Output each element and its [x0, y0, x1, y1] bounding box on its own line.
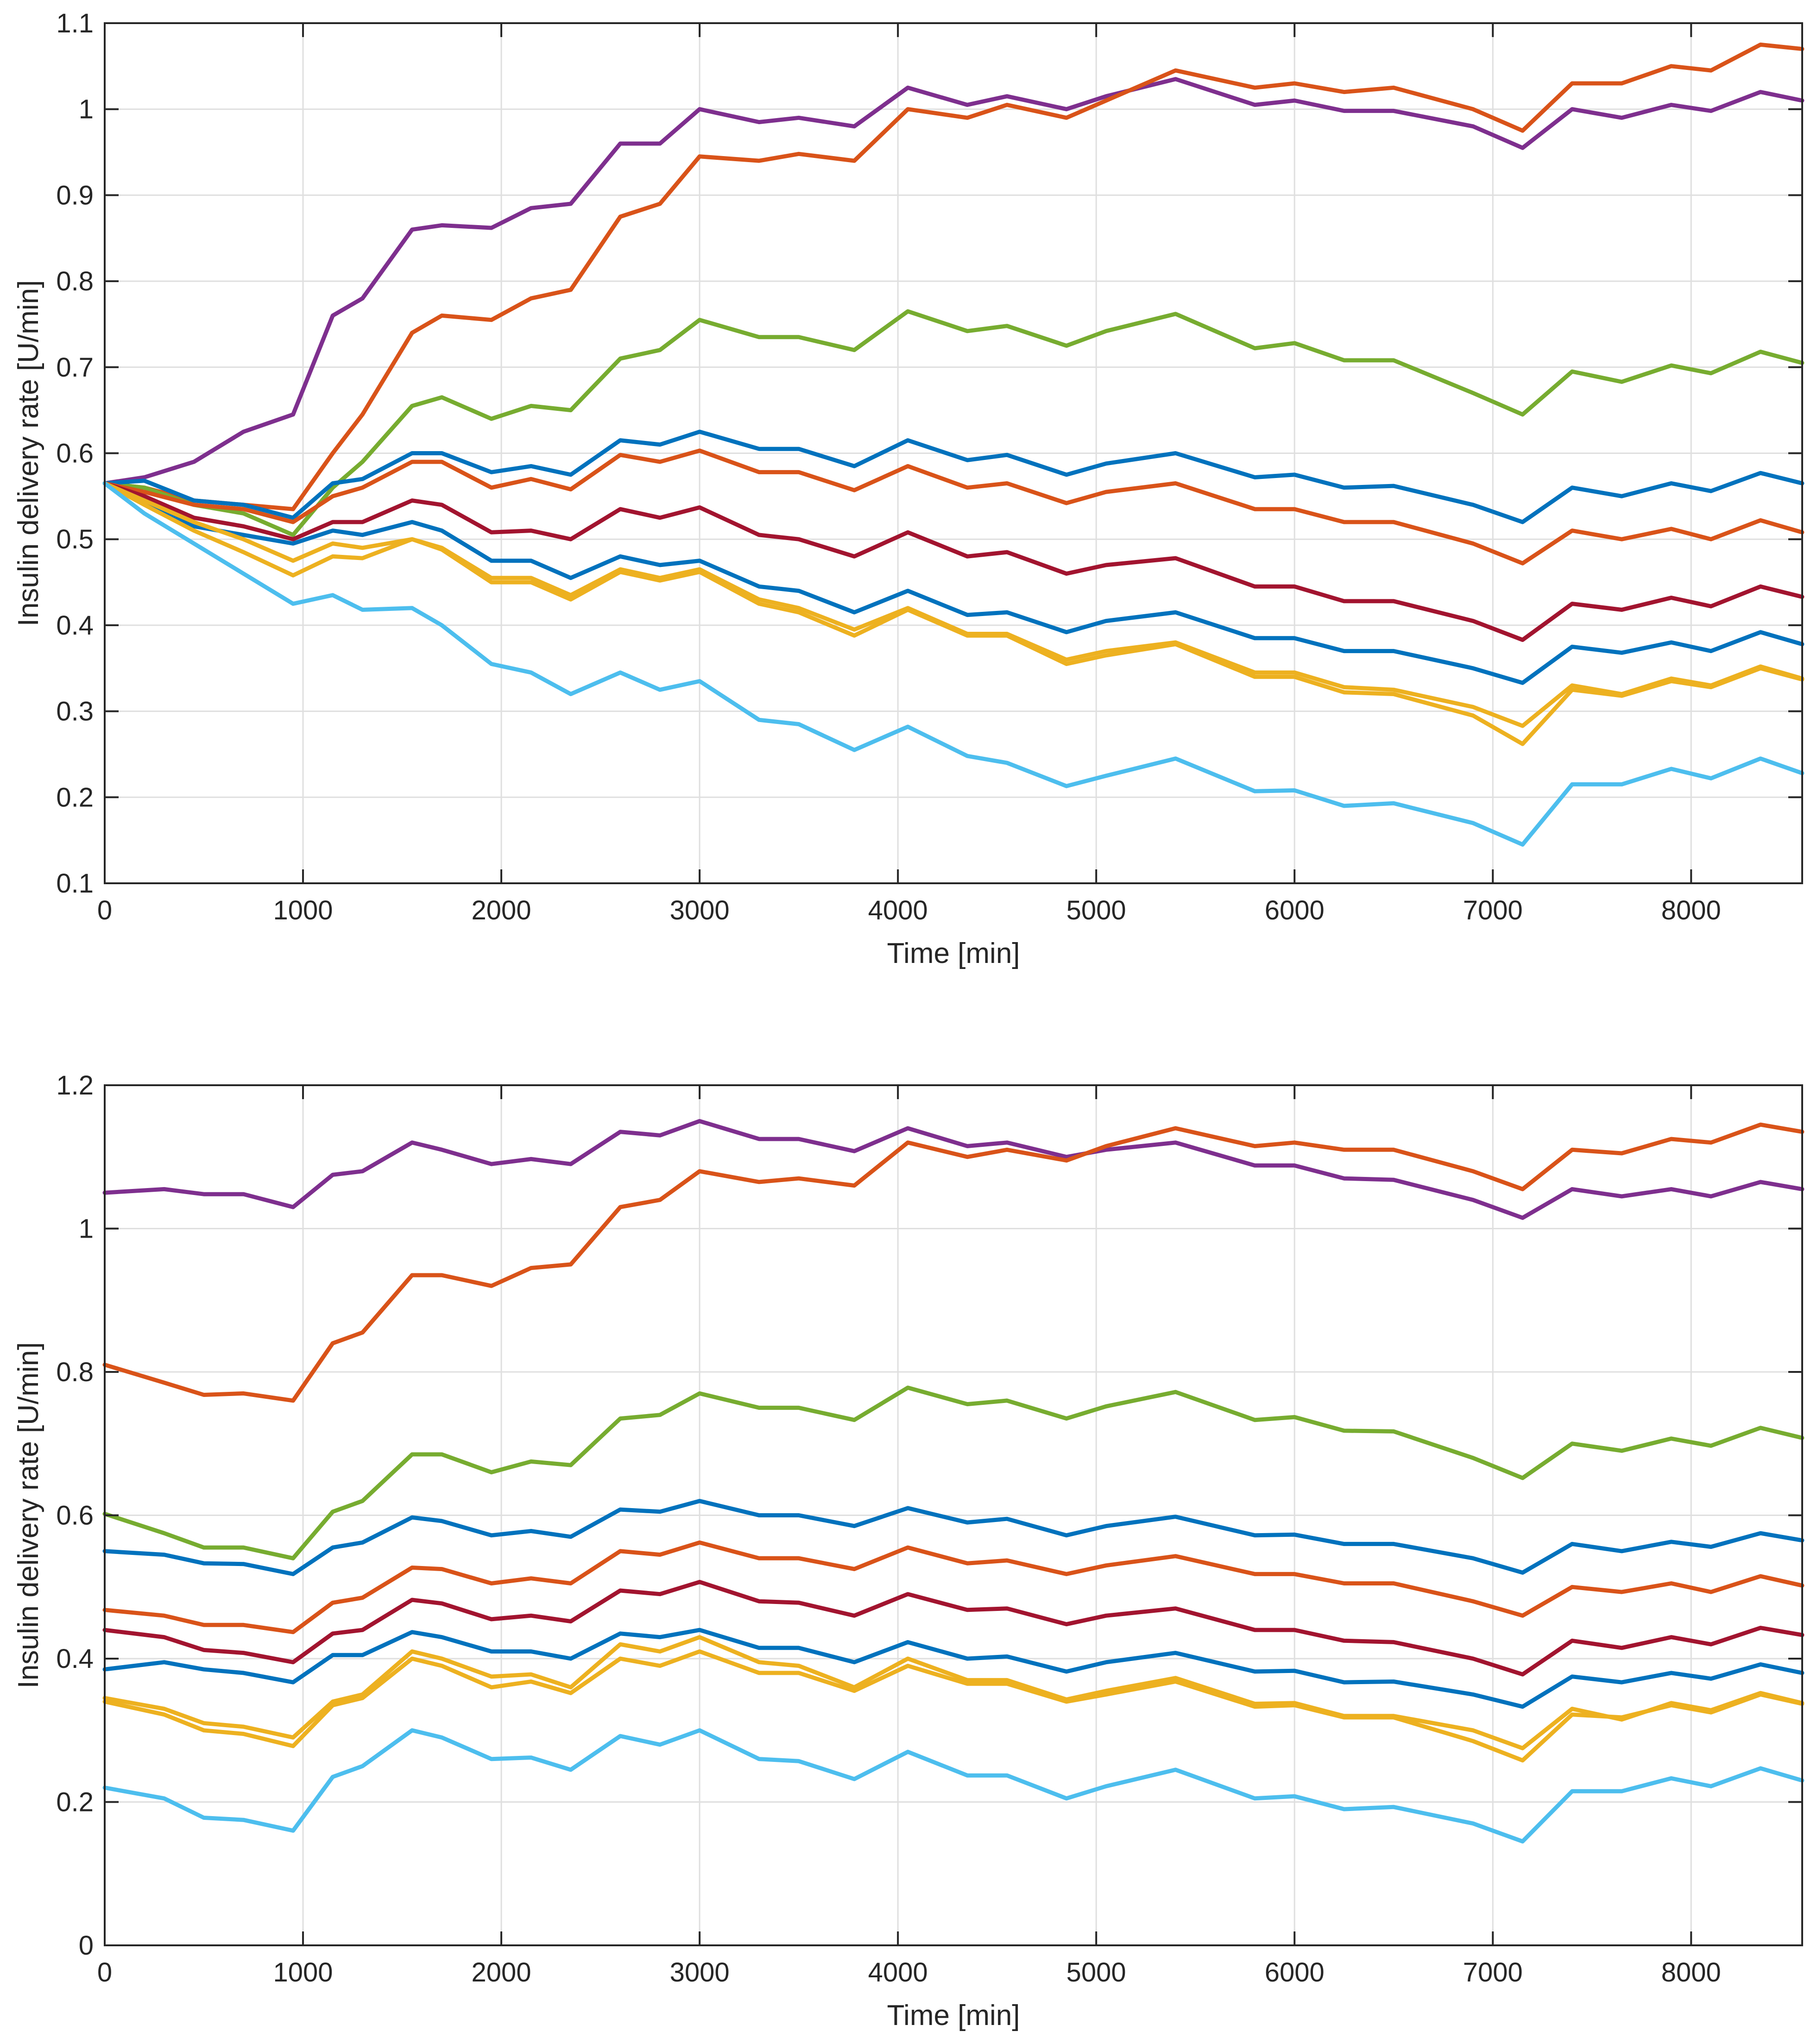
y-tick-label: 0.1 — [56, 868, 94, 899]
x-tick-label: 4000 — [868, 895, 928, 925]
y-tick-label: 1 — [79, 94, 94, 125]
x-tick-label: 0 — [97, 895, 112, 925]
y-tick-label: 0.6 — [56, 439, 94, 469]
series-line-green — [102, 309, 1804, 537]
series-line-green — [102, 1385, 1804, 1560]
series-line-blue — [102, 481, 1804, 685]
x-tick-label: 3000 — [670, 895, 730, 925]
y-tick-label: 0.9 — [56, 180, 94, 210]
x-tick-label: 3000 — [670, 1957, 730, 1987]
y-axis-label: Insulin delivery rate [U/min] — [13, 1342, 44, 1689]
x-tick-label: 2000 — [472, 1957, 531, 1987]
x-tick-label: 1000 — [273, 895, 333, 925]
series-line-yellow — [102, 1635, 1804, 1750]
y-tick-label: 0 — [79, 1931, 94, 1961]
y-axis-label: Insulin delivery rate [U/min] — [13, 280, 44, 627]
series-line-dark-red — [102, 1579, 1804, 1677]
series-line-blue — [102, 429, 1804, 524]
y-tick-label: 0.2 — [56, 1787, 94, 1818]
y-tick-label: 0.8 — [56, 1357, 94, 1387]
series-line-light-blue — [102, 1728, 1804, 1844]
x-tick-label: 5000 — [1066, 1957, 1126, 1987]
x-tick-label: 1000 — [273, 1957, 333, 1987]
y-tick-label: 0.3 — [56, 697, 94, 727]
x-tick-label: 6000 — [1265, 895, 1325, 925]
x-tick-label: 7000 — [1463, 1957, 1523, 1987]
chart-bottom: 0 1000 2000 3000 4000 5000 6000 7000 8000 0 0.2 0.4… — [13, 1070, 1804, 2031]
y-tick-label: 0.4 — [56, 1644, 94, 1674]
series-line-blue — [102, 1499, 1804, 1576]
series-line-yellow — [102, 1649, 1804, 1763]
y-tick-label: 1.2 — [56, 1070, 94, 1101]
series-line-orange — [102, 448, 1804, 566]
x-axis-label: Time [min] — [887, 937, 1020, 969]
x-tick-label: 7000 — [1463, 895, 1523, 925]
x-tick-label: 6000 — [1265, 1957, 1325, 1987]
x-tick-label: 8000 — [1661, 1957, 1721, 1987]
x-tick-label: 8000 — [1661, 895, 1721, 925]
series-line-orange — [102, 42, 1804, 511]
y-tick-label: 0.2 — [56, 782, 94, 812]
chart-top: 0 1000 2000 3000 4000 5000 6000 7000 8000 0.1 0.2 0… — [13, 8, 1804, 969]
series-line-yellow — [102, 481, 1804, 728]
series-line-dark-red — [102, 481, 1804, 642]
series-line-orange — [102, 1540, 1804, 1635]
series-line-yellow — [102, 481, 1804, 746]
series-line-purple — [102, 1119, 1804, 1220]
y-tick-label: 0.4 — [56, 610, 94, 641]
x-tick-label: 5000 — [1066, 895, 1126, 925]
y-tick-label: 0.8 — [56, 266, 94, 296]
y-tick-label: 1.1 — [56, 8, 94, 38]
series-line-blue — [102, 1628, 1804, 1709]
y-tick-label: 0.7 — [56, 352, 94, 383]
y-tick-label: 0.5 — [56, 524, 94, 554]
series-line-orange — [102, 1122, 1804, 1403]
x-axis-label: Time [min] — [887, 2000, 1020, 2031]
series-line-purple — [102, 77, 1804, 485]
x-tick-label: 0 — [97, 1957, 112, 1987]
x-tick-label: 4000 — [868, 1957, 928, 1987]
x-tick-label: 2000 — [472, 895, 531, 925]
y-tick-label: 0.6 — [56, 1501, 94, 1531]
y-tick-label: 1 — [79, 1214, 94, 1244]
series-line-light-blue — [102, 481, 1804, 847]
